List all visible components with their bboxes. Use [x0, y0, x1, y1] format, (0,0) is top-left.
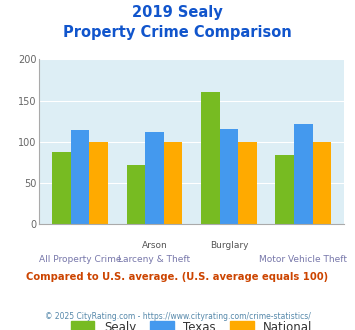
- Bar: [275, 155, 294, 224]
- Text: Property Crime Comparison: Property Crime Comparison: [63, 25, 292, 40]
- Bar: [52, 152, 71, 224]
- Bar: [294, 124, 313, 224]
- Bar: [238, 142, 257, 224]
- Bar: [71, 130, 89, 224]
- Text: Motor Vehicle Theft: Motor Vehicle Theft: [260, 255, 348, 264]
- Bar: [201, 92, 220, 224]
- Text: © 2025 CityRating.com - https://www.cityrating.com/crime-statistics/: © 2025 CityRating.com - https://www.city…: [45, 312, 310, 321]
- Bar: [89, 142, 108, 224]
- Text: 2019 Sealy: 2019 Sealy: [132, 5, 223, 20]
- Text: Larceny & Theft: Larceny & Theft: [119, 255, 191, 264]
- Text: All Property Crime: All Property Crime: [39, 255, 121, 264]
- Text: Arson: Arson: [142, 241, 167, 250]
- Text: Compared to U.S. average. (U.S. average equals 100): Compared to U.S. average. (U.S. average …: [26, 272, 329, 282]
- Bar: [164, 142, 182, 224]
- Bar: [145, 132, 164, 224]
- Bar: [220, 129, 238, 224]
- Text: Burglary: Burglary: [210, 241, 248, 250]
- Legend: Sealy, Texas, National: Sealy, Texas, National: [66, 316, 317, 330]
- Bar: [126, 165, 145, 224]
- Bar: [313, 142, 331, 224]
